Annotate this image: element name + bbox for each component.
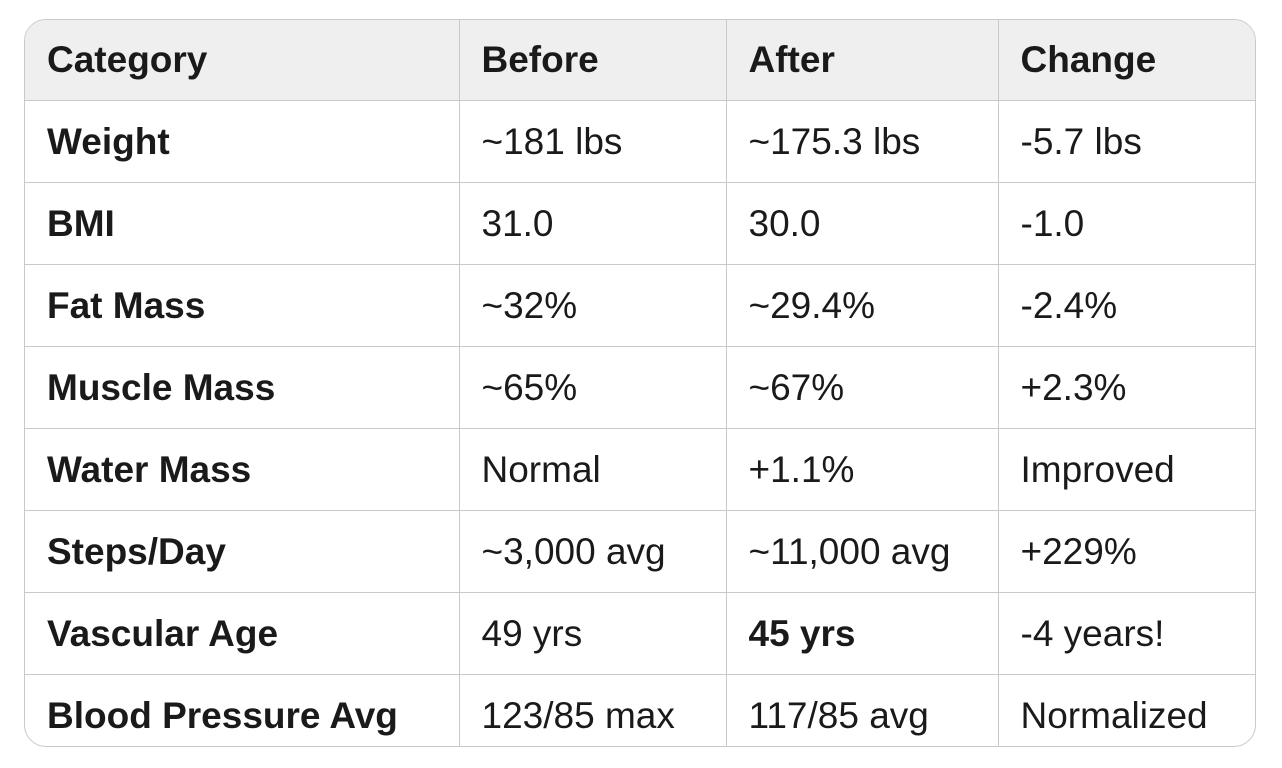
row-change: Normalized xyxy=(1020,694,1208,736)
row-before: ~32% xyxy=(459,264,727,347)
header-change: Change xyxy=(998,20,1255,101)
row-category: Blood Pressure Avg xyxy=(25,674,460,746)
row-after: 117/85 avg xyxy=(726,674,999,746)
header-category: Category xyxy=(25,20,460,101)
table-row: Blood Pressure Avg 123/85 max 117/85 avg… xyxy=(25,674,1255,746)
table-row: Muscle Mass ~65% ~67% +2.3% xyxy=(25,346,1255,429)
row-before: ~181 lbs xyxy=(459,100,727,183)
header-before: Before xyxy=(459,20,727,101)
row-change: -2.4% xyxy=(998,264,1255,347)
row-change: -1.0 xyxy=(998,182,1255,265)
table-row: Fat Mass ~32% ~29.4% -2.4% xyxy=(25,264,1255,347)
comparison-table-grid: Category Before After Change Weight ~181… xyxy=(25,20,1255,746)
row-after: ~67% xyxy=(726,346,999,429)
row-before: 31.0 xyxy=(459,182,727,265)
row-category: Steps/Day xyxy=(25,510,460,593)
table-header-row: Category Before After Change xyxy=(25,20,1255,101)
table-row: Vascular Age 49 yrs 45 yrs -4 years! xyxy=(25,592,1255,675)
table-row: BMI 31.0 30.0 -1.0 xyxy=(25,182,1255,265)
row-category: Fat Mass xyxy=(25,264,460,347)
row-after: ~29.4% xyxy=(726,264,999,347)
table-row: Water Mass Normal +1.1% Improved xyxy=(25,428,1255,511)
comparison-table: Category Before After Change Weight ~181… xyxy=(24,19,1256,747)
row-change: -5.7 lbs xyxy=(998,100,1255,183)
row-category: Muscle Mass xyxy=(25,346,460,429)
row-after: 45 yrs xyxy=(726,592,999,675)
row-after: ~175.3 lbs xyxy=(726,100,999,183)
row-after: ~11,000 avg xyxy=(726,510,999,593)
row-change: +229% xyxy=(998,510,1255,593)
table-row: Weight ~181 lbs ~175.3 lbs -5.7 lbs xyxy=(25,100,1255,183)
table-row: Steps/Day ~3,000 avg ~11,000 avg +229% xyxy=(25,510,1255,593)
row-before: 123/85 max xyxy=(459,674,727,746)
row-category: Vascular Age xyxy=(25,592,460,675)
header-after: After xyxy=(726,20,999,101)
row-after: +1.1% xyxy=(726,428,999,511)
row-category: Weight xyxy=(25,100,460,183)
row-before: Normal xyxy=(459,428,727,511)
row-change: -4 years! xyxy=(998,592,1255,675)
row-change: +2.3% xyxy=(998,346,1255,429)
row-after: 30.0 xyxy=(726,182,999,265)
row-category: BMI xyxy=(25,182,460,265)
row-change: Improved xyxy=(998,428,1255,511)
row-before: ~65% xyxy=(459,346,727,429)
row-category: Water Mass xyxy=(25,428,460,511)
row-before: ~3,000 avg xyxy=(459,510,727,593)
row-before: 49 yrs xyxy=(459,592,727,675)
